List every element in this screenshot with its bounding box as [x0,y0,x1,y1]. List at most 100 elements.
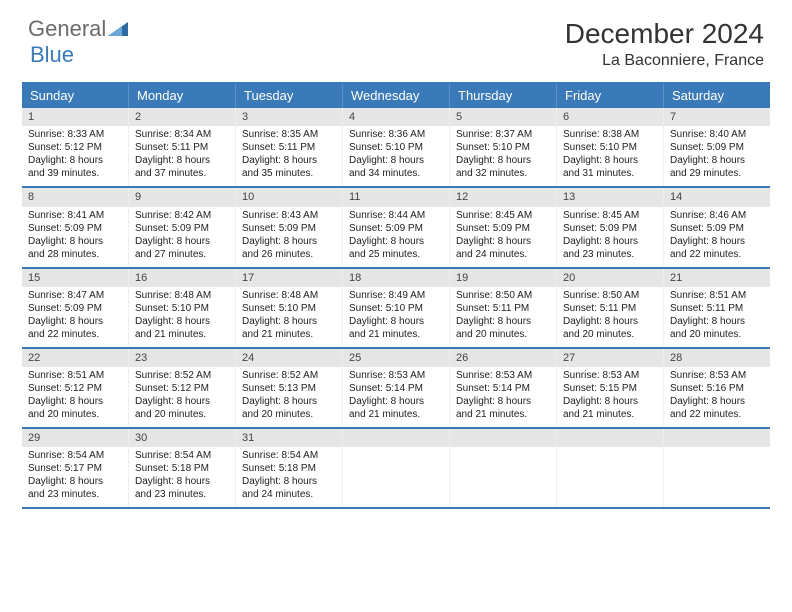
day-number: 20 [557,269,663,287]
sunrise-line: Sunrise: 8:49 AM [349,289,443,302]
sunset-line: Sunset: 5:11 PM [135,141,229,154]
sunset-line: Sunset: 5:11 PM [242,141,336,154]
sunset-line: Sunset: 5:09 PM [349,222,443,235]
day-number: 30 [129,429,235,447]
daylight-line: Daylight: 8 hours and 26 minutes. [242,235,336,261]
sunrise-line: Sunrise: 8:52 AM [135,369,229,382]
week-row: 29Sunrise: 8:54 AMSunset: 5:17 PMDayligh… [22,429,770,509]
week-row: 8Sunrise: 8:41 AMSunset: 5:09 PMDaylight… [22,188,770,268]
day-number: 11 [343,188,449,206]
sunrise-line: Sunrise: 8:51 AM [670,289,764,302]
sunset-line: Sunset: 5:17 PM [28,462,122,475]
sunrise-line: Sunrise: 8:40 AM [670,128,764,141]
daylight-line: Daylight: 8 hours and 25 minutes. [349,235,443,261]
day-number: 5 [450,108,556,126]
day-number: 6 [557,108,663,126]
day-number: 25 [343,349,449,367]
day-cell: 13Sunrise: 8:45 AMSunset: 5:09 PMDayligh… [557,188,664,266]
daylight-line: Daylight: 8 hours and 32 minutes. [456,154,550,180]
day-cell: 5Sunrise: 8:37 AMSunset: 5:10 PMDaylight… [450,108,557,186]
day-number: 14 [664,188,770,206]
day-cell: 26Sunrise: 8:53 AMSunset: 5:14 PMDayligh… [450,349,557,427]
day-number: 17 [236,269,342,287]
location-subtitle: La Baconniere, France [565,52,764,70]
sunset-line: Sunset: 5:11 PM [456,302,550,315]
day-number: 28 [664,349,770,367]
day-number [450,429,556,447]
sunset-line: Sunset: 5:09 PM [28,222,122,235]
sunset-line: Sunset: 5:09 PM [670,222,764,235]
daylight-line: Daylight: 8 hours and 21 minutes. [349,395,443,421]
day-number [557,429,663,447]
sunrise-line: Sunrise: 8:48 AM [135,289,229,302]
day-cell: 7Sunrise: 8:40 AMSunset: 5:09 PMDaylight… [664,108,770,186]
brand-logo: General [28,18,128,40]
sunrise-line: Sunrise: 8:45 AM [456,209,550,222]
day-cell: 24Sunrise: 8:52 AMSunset: 5:13 PMDayligh… [236,349,343,427]
brand-word-2: Blue [30,42,74,68]
day-number: 9 [129,188,235,206]
week-row: 1Sunrise: 8:33 AMSunset: 5:12 PMDaylight… [22,108,770,188]
sunrise-line: Sunrise: 8:52 AM [242,369,336,382]
day-cell: 31Sunrise: 8:54 AMSunset: 5:18 PMDayligh… [236,429,343,507]
week-row: 22Sunrise: 8:51 AMSunset: 5:12 PMDayligh… [22,349,770,429]
day-number: 29 [22,429,128,447]
sunrise-line: Sunrise: 8:48 AM [242,289,336,302]
sunset-line: Sunset: 5:16 PM [670,382,764,395]
daylight-line: Daylight: 8 hours and 22 minutes. [670,235,764,261]
daylight-line: Daylight: 8 hours and 21 minutes. [135,315,229,341]
daylight-line: Daylight: 8 hours and 20 minutes. [135,395,229,421]
day-number [343,429,449,447]
day-cell [664,429,770,507]
sunset-line: Sunset: 5:10 PM [349,302,443,315]
brand-word-1: General [28,18,106,40]
sunset-line: Sunset: 5:12 PM [28,141,122,154]
sunrise-line: Sunrise: 8:54 AM [135,449,229,462]
daylight-line: Daylight: 8 hours and 20 minutes. [670,315,764,341]
day-cell: 19Sunrise: 8:50 AMSunset: 5:11 PMDayligh… [450,269,557,347]
daylight-line: Daylight: 8 hours and 24 minutes. [456,235,550,261]
sunrise-line: Sunrise: 8:44 AM [349,209,443,222]
weekday-header: Tuesday [236,84,343,108]
sunrise-line: Sunrise: 8:42 AM [135,209,229,222]
day-number: 3 [236,108,342,126]
day-cell: 17Sunrise: 8:48 AMSunset: 5:10 PMDayligh… [236,269,343,347]
day-number: 2 [129,108,235,126]
calendar-grid: SundayMondayTuesdayWednesdayThursdayFrid… [22,82,770,509]
day-number: 10 [236,188,342,206]
day-cell: 29Sunrise: 8:54 AMSunset: 5:17 PMDayligh… [22,429,129,507]
day-cell: 1Sunrise: 8:33 AMSunset: 5:12 PMDaylight… [22,108,129,186]
sunrise-line: Sunrise: 8:47 AM [28,289,122,302]
day-cell [450,429,557,507]
daylight-line: Daylight: 8 hours and 20 minutes. [456,315,550,341]
day-number: 4 [343,108,449,126]
weekday-header: Friday [557,84,664,108]
day-cell: 22Sunrise: 8:51 AMSunset: 5:12 PMDayligh… [22,349,129,427]
day-number: 22 [22,349,128,367]
day-number: 27 [557,349,663,367]
day-cell: 4Sunrise: 8:36 AMSunset: 5:10 PMDaylight… [343,108,450,186]
sunrise-line: Sunrise: 8:35 AM [242,128,336,141]
daylight-line: Daylight: 8 hours and 37 minutes. [135,154,229,180]
day-number: 21 [664,269,770,287]
sunrise-line: Sunrise: 8:37 AM [456,128,550,141]
weekday-header: Sunday [22,84,129,108]
day-cell: 9Sunrise: 8:42 AMSunset: 5:09 PMDaylight… [129,188,236,266]
sunrise-line: Sunrise: 8:53 AM [670,369,764,382]
day-number: 16 [129,269,235,287]
day-number: 7 [664,108,770,126]
weekday-header: Wednesday [343,84,450,108]
day-cell: 2Sunrise: 8:34 AMSunset: 5:11 PMDaylight… [129,108,236,186]
daylight-line: Daylight: 8 hours and 29 minutes. [670,154,764,180]
day-number: 13 [557,188,663,206]
day-number: 19 [450,269,556,287]
sunset-line: Sunset: 5:09 PM [28,302,122,315]
daylight-line: Daylight: 8 hours and 31 minutes. [563,154,657,180]
sunset-line: Sunset: 5:09 PM [242,222,336,235]
daylight-line: Daylight: 8 hours and 23 minutes. [28,475,122,501]
daylight-line: Daylight: 8 hours and 21 minutes. [563,395,657,421]
day-cell: 15Sunrise: 8:47 AMSunset: 5:09 PMDayligh… [22,269,129,347]
daylight-line: Daylight: 8 hours and 23 minutes. [135,475,229,501]
daylight-line: Daylight: 8 hours and 24 minutes. [242,475,336,501]
day-number: 18 [343,269,449,287]
